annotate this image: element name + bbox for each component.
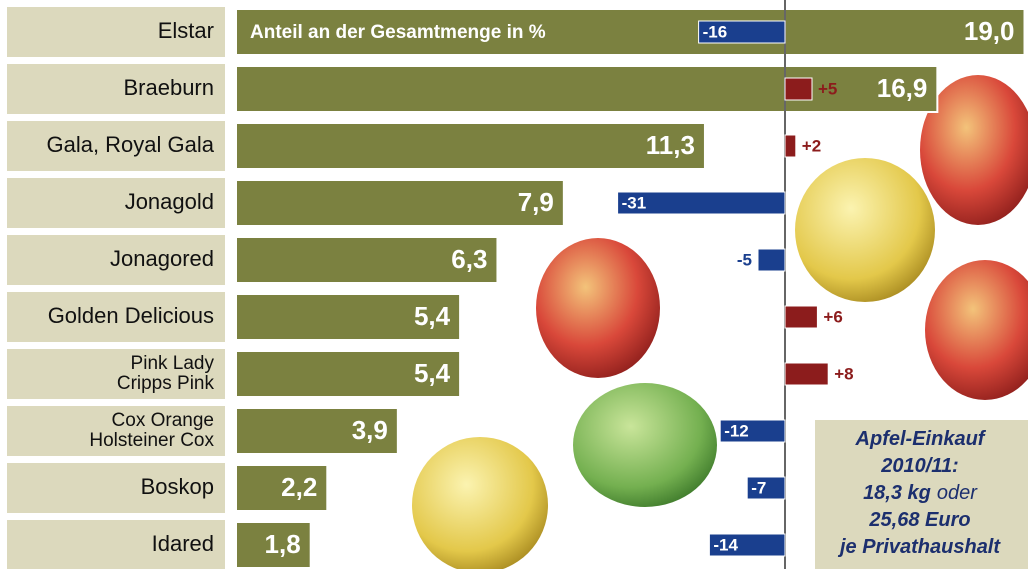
- chart: Elstar 19,0 Braeburn 16,9 Gala, Royal Gala 11…: [0, 0, 1028, 569]
- category-label: Holsteiner Cox: [89, 430, 214, 451]
- change-label: -16: [703, 22, 728, 41]
- category-label: Braeburn: [123, 75, 214, 100]
- change-bar: [758, 249, 785, 271]
- note-part: 2010/11:: [880, 455, 958, 477]
- note-part: oder: [937, 482, 978, 504]
- category-label: Gala, Royal Gala: [46, 132, 214, 157]
- change-bar: [785, 306, 817, 328]
- change-bar: [785, 135, 796, 157]
- change-label: -12: [724, 421, 749, 440]
- category-label: Cox Orange: [112, 410, 214, 431]
- value-label: 11,3: [646, 130, 695, 160]
- category-label: Idared: [152, 531, 214, 556]
- value-label: 6,3: [451, 244, 487, 274]
- note-part: Apfel-Einkauf: [855, 428, 987, 450]
- bar: [236, 123, 705, 169]
- value-label: 5,4: [414, 301, 451, 331]
- note-line: 2010/11:: [880, 455, 958, 477]
- change-bar: [785, 363, 828, 385]
- change-bar: [785, 78, 812, 100]
- value-label: 16,9: [877, 73, 928, 103]
- change-label: -14: [713, 535, 738, 554]
- value-label: 2,2: [281, 472, 317, 502]
- change-label: +2: [802, 136, 821, 155]
- value-label: 5,4: [414, 358, 451, 388]
- note-line: 25,68 Euro: [868, 509, 970, 531]
- category-label: Jonagored: [110, 246, 214, 271]
- category-label: Golden Delicious: [48, 303, 214, 328]
- note-line: Apfel-Einkauf: [855, 428, 987, 450]
- bar: [236, 180, 564, 226]
- category-label: Boskop: [141, 474, 214, 499]
- change-label: -31: [622, 193, 647, 212]
- value-label: 1,8: [265, 529, 301, 559]
- category-label: Cripps Pink: [117, 373, 215, 394]
- change-label: +5: [818, 79, 837, 98]
- category-label: Pink Lady: [131, 353, 215, 374]
- change-label: -5: [737, 250, 752, 269]
- series-label: Anteil an der Gesamtmenge in %: [250, 22, 546, 43]
- change-label: -7: [751, 478, 766, 497]
- category-label: Jonagold: [125, 189, 214, 214]
- note-part: 25,68 Euro: [868, 509, 970, 531]
- value-label: 19,0: [964, 16, 1015, 46]
- note-part: 18,3 kg: [863, 482, 931, 504]
- change-label: +6: [823, 307, 842, 326]
- value-label: 3,9: [352, 415, 388, 445]
- note-part: je Privathaushalt: [837, 536, 1001, 558]
- category-label: Elstar: [158, 18, 214, 43]
- note-line: 18,3 kg oder: [863, 482, 978, 504]
- change-label: +8: [834, 364, 853, 383]
- note-line: je Privathaushalt: [837, 536, 1001, 558]
- value-label: 7,9: [518, 187, 554, 217]
